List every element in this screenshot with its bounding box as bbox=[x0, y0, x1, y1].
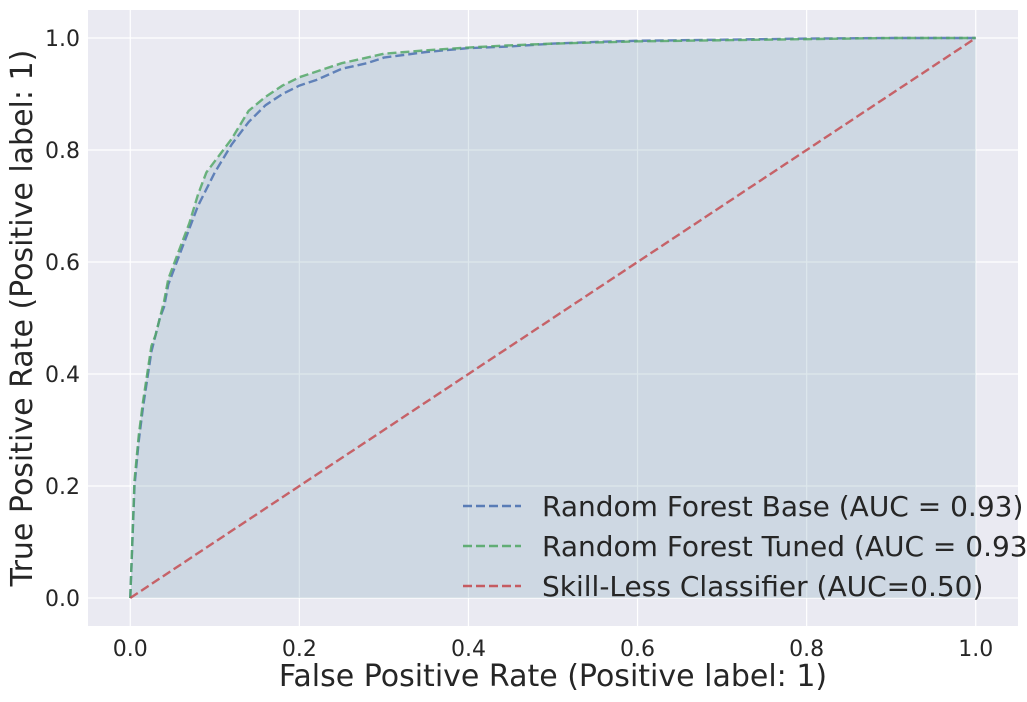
y-tick-label: 0.8 bbox=[45, 139, 80, 164]
x-tick-label: 0.4 bbox=[451, 637, 486, 662]
y-tick-labels: 0.0 0.2 0.4 0.6 0.8 1.0 bbox=[45, 27, 80, 612]
legend-label: Random Forest Tuned (AUC = 0.93) bbox=[542, 530, 1027, 563]
x-tick-label: 0.6 bbox=[620, 637, 655, 662]
x-tick-label: 0.2 bbox=[282, 637, 317, 662]
legend: Random Forest Base (AUC = 0.93) Random Fo… bbox=[463, 490, 1027, 603]
x-axis-label: False Positive Rate (Positive label: 1) bbox=[279, 659, 827, 694]
y-tick-label: 0.2 bbox=[45, 475, 80, 500]
series-line-1 bbox=[129, 36, 976, 599]
legend-label: Random Forest Base (AUC = 0.93) bbox=[542, 490, 1023, 523]
legend-label: Skill-Less Classifier (AUC=0.50) bbox=[542, 570, 983, 603]
x-tick-label: 0.0 bbox=[113, 637, 148, 662]
x-tick-label: 0.8 bbox=[789, 637, 824, 662]
x-tick-label: 1.0 bbox=[958, 637, 993, 662]
y-tick-label: 0.4 bbox=[45, 363, 80, 388]
y-tick-label: 0.6 bbox=[45, 251, 80, 276]
grid-lines bbox=[88, 10, 1018, 626]
y-axis-label: True Positive Rate (Positive label: 1) bbox=[5, 50, 40, 588]
y-tick-label: 0.0 bbox=[45, 587, 80, 612]
series-lines bbox=[129, 36, 977, 600]
series-line-3 bbox=[129, 36, 977, 600]
series-line-2 bbox=[129, 36, 976, 599]
x-tick-labels: 0.0 0.2 0.4 0.6 0.8 1.0 bbox=[113, 637, 993, 662]
y-tick-label: 1.0 bbox=[45, 27, 80, 52]
